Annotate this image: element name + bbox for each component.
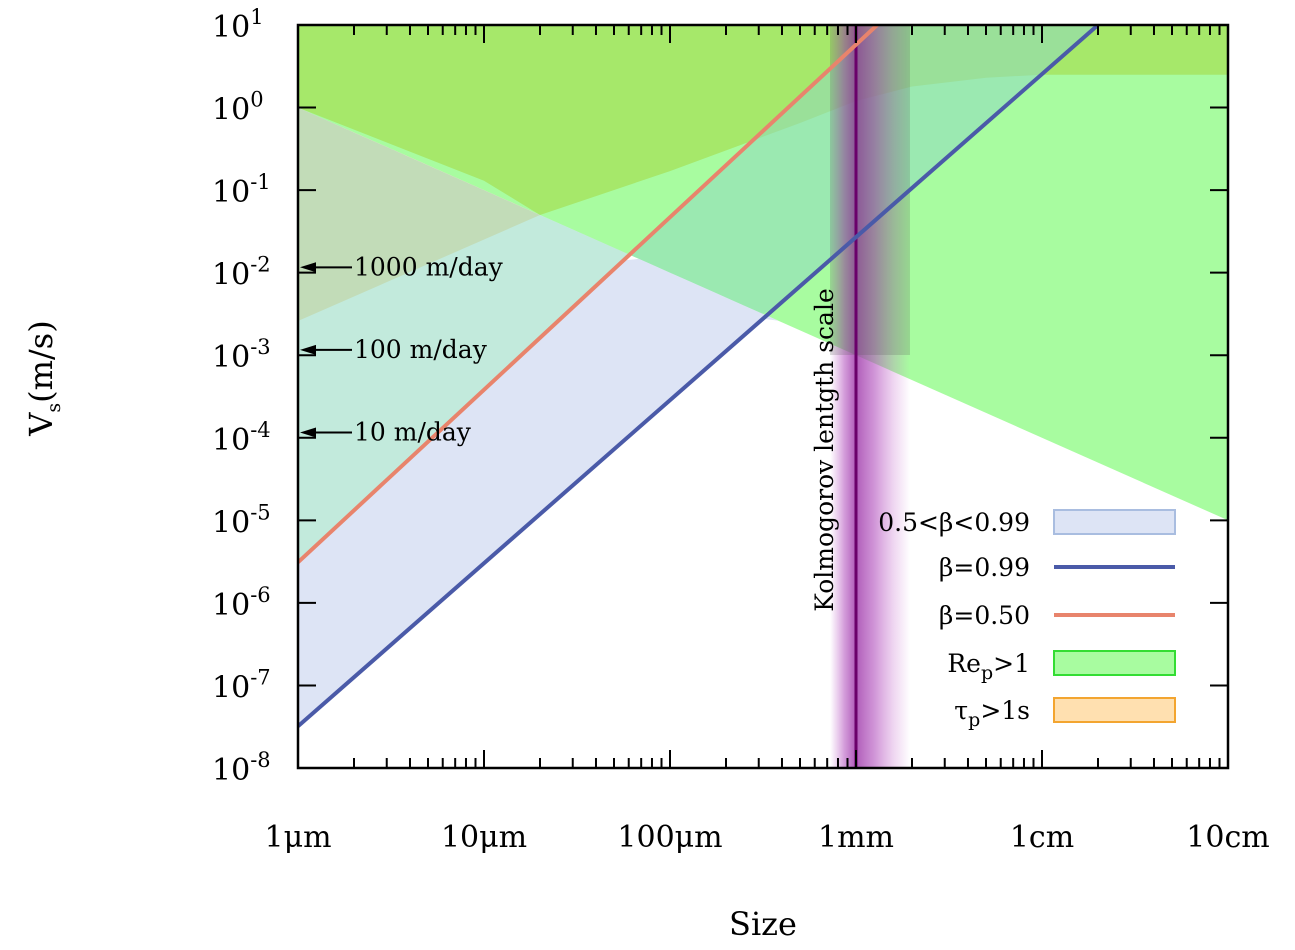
- kolmogorov-shade: [830, 25, 910, 355]
- legend-label: 0.5<β<0.99: [878, 508, 1030, 537]
- y-tick-label: 10-8: [212, 748, 271, 788]
- x-tick-label: 1cm: [1010, 820, 1074, 855]
- x-tick-label: 1μm: [264, 820, 331, 855]
- x-tick-label: 10μm: [441, 820, 527, 855]
- series-line: [298, 25, 1100, 728]
- x-tick-label: 100μm: [617, 820, 722, 855]
- legend-label: Rep>1: [947, 649, 1030, 684]
- series-line: [298, 25, 879, 564]
- y-tick-label: 10-4: [212, 418, 271, 458]
- y-tick-label: 10-3: [212, 335, 271, 375]
- annotation-label: 1000 m/day: [354, 252, 504, 281]
- x-axis-title: Size: [729, 905, 797, 943]
- x-tick-label: 10cm: [1186, 820, 1269, 855]
- plot-border: [296, 23, 1230, 770]
- legend-swatch: [1053, 509, 1176, 535]
- y-tick-label: 101: [212, 5, 264, 45]
- y-tick-label: 10-7: [212, 665, 271, 705]
- y-tick-label: 10-6: [212, 583, 271, 623]
- annotation-arrowhead: [300, 344, 316, 355]
- y-tick-label: 10-5: [212, 500, 271, 540]
- legend-swatch: [1053, 697, 1176, 723]
- kolmogorov-label: Kolmogorov lentgth scale: [810, 288, 839, 612]
- annotations: 1000 m/day 100 m/day 10 m/day: [300, 252, 504, 446]
- legend-swatch: [1053, 650, 1176, 676]
- y-tick-label: 10-1: [212, 170, 271, 210]
- legend-label: β=0.99: [939, 553, 1030, 582]
- legend-label: β=0.50: [939, 601, 1030, 630]
- kolmogorov-band: [830, 25, 910, 768]
- y-tick-label: 100: [212, 88, 264, 128]
- annotation-arrowhead: [300, 262, 316, 273]
- x-tick-label: 1mm: [818, 820, 894, 855]
- series-lines: [298, 25, 1100, 728]
- axis-ticks: 1μm 10μm 100μm 1mm 1cm 10cm 10-8 10-7 10-6 10-5 10…: [212, 5, 1270, 855]
- legend-label: τp>1s: [954, 696, 1030, 731]
- legend: 0.5<β<0.99 β=0.99 β=0.50 Rep>1 τp>1s: [878, 508, 1176, 731]
- plot-frame: [296, 23, 1230, 770]
- beta-band: [298, 258, 1228, 727]
- annotation-arrowhead: [300, 427, 316, 438]
- y-axis-title: Vs(m/s): [22, 320, 65, 436]
- axis-titles: Size Vs(m/s): [22, 320, 797, 943]
- annotation-label: 100 m/day: [354, 335, 488, 364]
- y-tick-label: 10-2: [212, 253, 271, 293]
- annotation-label: 10 m/day: [354, 417, 472, 446]
- kolmogorov-marker: Kolmogorov lentgth scale: [810, 25, 910, 768]
